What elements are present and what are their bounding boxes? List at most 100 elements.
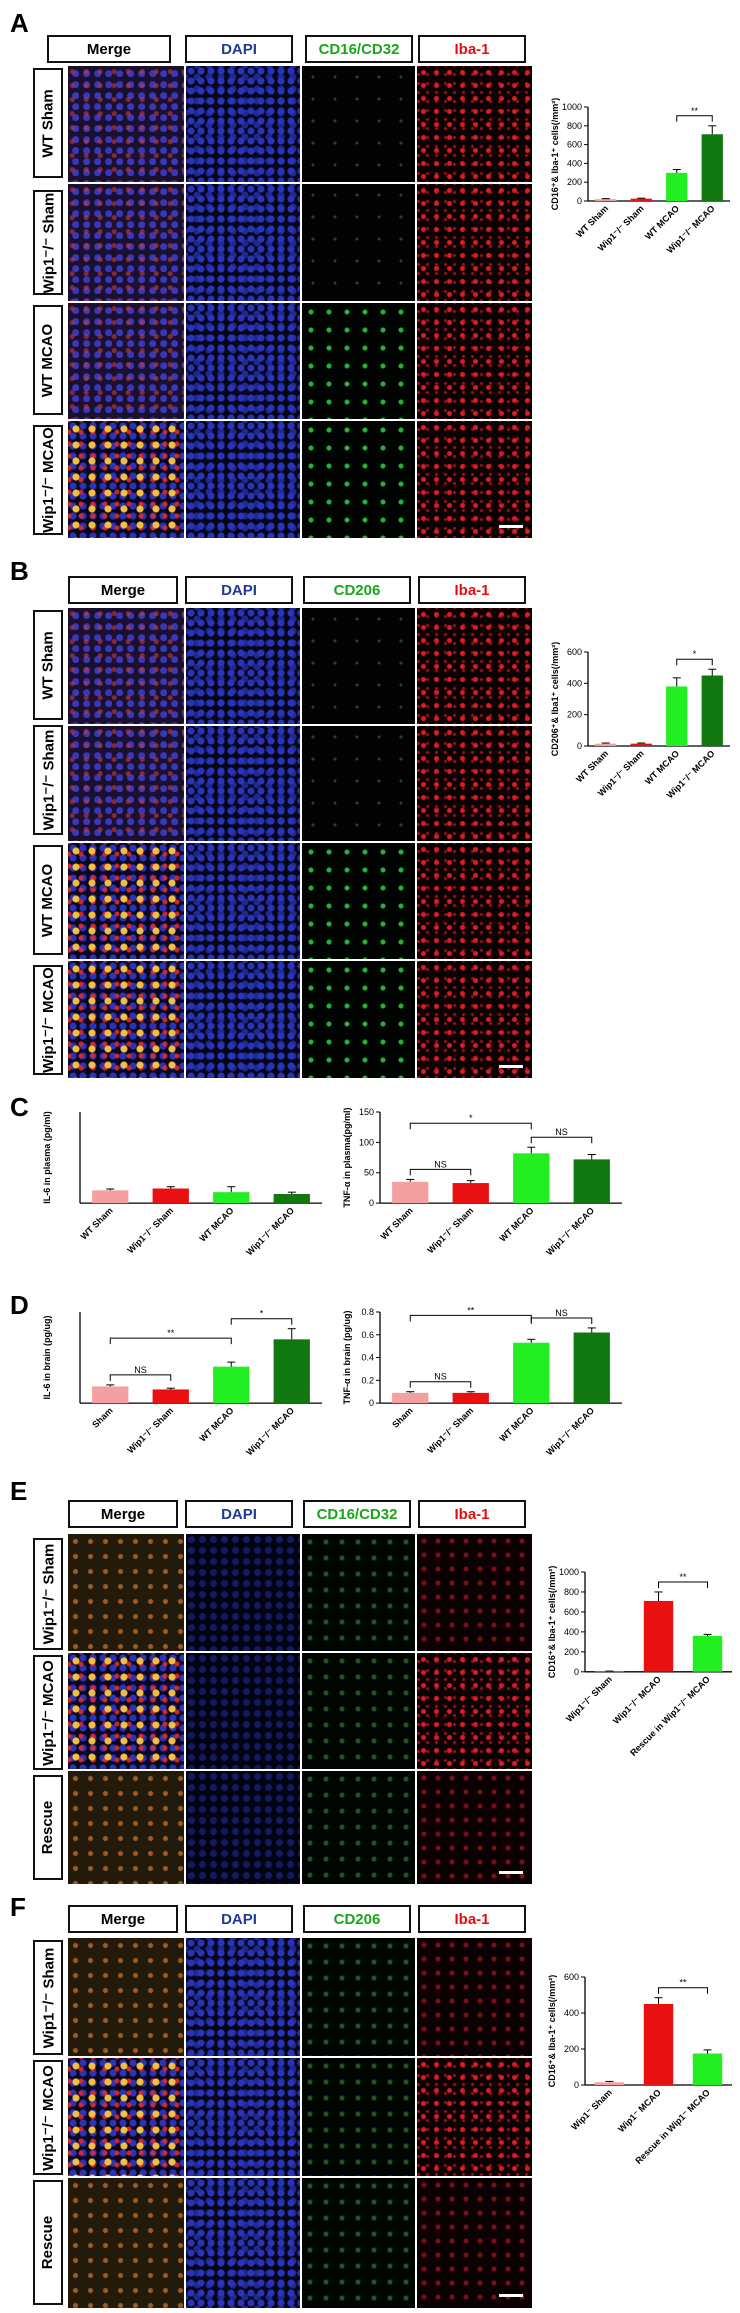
bar-chart-svg: 0 200 400 600 CD206⁺& Iba1⁺ cells(/mm²) WT Sh… xyxy=(550,642,730,800)
significance-label: ** xyxy=(679,1978,687,1988)
micrograph-merge xyxy=(68,421,184,538)
micrograph-green xyxy=(302,184,415,301)
header-cd16-cd32: CD16/CD32 xyxy=(305,35,413,63)
significance-label: ** xyxy=(167,1328,175,1338)
bar xyxy=(701,675,723,746)
y-tick-label: 800 xyxy=(567,121,582,131)
micrograph-merge xyxy=(68,2178,184,2308)
header-dapi: DAPI xyxy=(185,1500,293,1528)
micrograph-green xyxy=(302,421,415,538)
significance-bracket xyxy=(409,1381,472,1388)
micrograph-dapi xyxy=(186,66,300,182)
chart-b: 0 200 400 600 CD206⁺& Iba1⁺ cells(/mm²) WT Sh… xyxy=(538,630,738,830)
micrograph-red xyxy=(417,303,532,419)
micrograph-dapi xyxy=(186,961,300,1078)
chart-c1: IL-6 in plasma (pg/ml) WT Sham Wip1⁻/⁻ Sha… xyxy=(30,1090,330,1285)
bar xyxy=(152,1389,189,1404)
y-tick-label: 600 xyxy=(564,1972,579,1982)
micrograph-dapi xyxy=(186,1534,300,1651)
panel-b: B Merge DAPI CD206 Iba-1 WT Sham Wip1⁻/⁻… xyxy=(0,550,740,1090)
x-tick-label: Wip1⁻/⁻ Sham xyxy=(125,1205,175,1255)
y-axis-label: CD16⁺& Iba-1⁺ cells(/mm²) xyxy=(547,1975,557,2088)
row-label-wip1-sham: Wip1⁻/⁻ Sham xyxy=(33,725,63,835)
header-iba1: Iba-1 xyxy=(418,576,526,604)
bar-chart-svg: 0 200 400 600 CD16⁺& Iba-1⁺ cells(/mm²) Wip1⁻… xyxy=(547,1972,732,2166)
significance-label: NS xyxy=(434,1159,447,1169)
bar xyxy=(152,1188,189,1204)
micrograph-red xyxy=(417,961,532,1078)
x-tick-label: WT Sham xyxy=(574,203,610,239)
row-label-wt-mcao: WT MCAO xyxy=(33,305,63,415)
bar xyxy=(392,1392,429,1404)
micrograph-dapi xyxy=(186,303,300,419)
micrograph-green xyxy=(302,66,415,182)
bar xyxy=(392,1181,429,1204)
significance-bracket xyxy=(409,1168,472,1176)
y-tick-label: 0.4 xyxy=(361,1353,374,1363)
micrograph-merge xyxy=(68,961,184,1078)
row-label-wip1-mcao: Wip1⁻/⁻ MCAO xyxy=(33,1655,63,1770)
panel-a: A Merge DAPI CD16/CD32 Iba-1 WT Sham Wip… xyxy=(0,0,740,540)
x-tick-label: Sham xyxy=(90,1405,114,1429)
bar xyxy=(573,1332,610,1404)
y-tick-label: 0.6 xyxy=(361,1330,374,1340)
micrograph-green xyxy=(302,608,415,724)
micrograph-green xyxy=(302,2178,415,2308)
row-label-wip1-sham: Wip1⁻/⁻ Sham xyxy=(33,1538,63,1650)
micrograph-dapi xyxy=(186,184,300,301)
y-tick-label: 0 xyxy=(577,741,582,751)
panel-label-b: B xyxy=(10,556,29,586)
row-label-wip1-mcao: Wip1⁻/⁻ MCAO xyxy=(33,2060,63,2175)
bar xyxy=(213,1366,250,1404)
x-tick-label: Wip1⁻/⁻ MCAO xyxy=(544,1205,596,1257)
header-merge: Merge xyxy=(47,35,171,63)
y-tick-label: 0 xyxy=(577,196,582,206)
micrograph-merge xyxy=(68,66,184,182)
header-iba1: Iba-1 xyxy=(418,35,526,63)
x-tick-label: WT Sham xyxy=(379,1205,415,1241)
y-tick-label: 800 xyxy=(564,1587,579,1597)
y-tick-label: 600 xyxy=(567,140,582,150)
bar xyxy=(630,743,652,746)
bar xyxy=(513,1342,550,1404)
x-tick-label: WT Sham xyxy=(79,1205,115,1241)
micrograph-green xyxy=(302,961,415,1078)
header-iba1: Iba-1 xyxy=(418,1905,526,1933)
micrograph-merge xyxy=(68,726,184,841)
x-tick-label: Wip1⁻/⁻ Sham xyxy=(425,1405,475,1455)
bar xyxy=(595,199,617,201)
panel-label-c: C xyxy=(10,1092,29,1122)
header-iba1: Iba-1 xyxy=(418,1500,526,1528)
micrograph-dapi xyxy=(186,1771,300,1884)
bar xyxy=(273,1339,310,1404)
y-tick-label: 600 xyxy=(567,647,582,657)
scale-bar xyxy=(499,2294,523,2297)
micrograph-red xyxy=(417,726,532,841)
micrograph-red xyxy=(417,421,532,538)
bar xyxy=(573,1159,610,1204)
micrograph-red xyxy=(417,1534,532,1651)
micrograph-red xyxy=(417,1653,532,1769)
y-tick-label: 400 xyxy=(564,2008,579,2018)
bar-chart-svg: IL-6 in brain (pg/ug) Sham Wip1⁻/⁻ Sham WT … xyxy=(42,1309,322,1457)
y-axis-label: CD16⁺& Iba-1⁺ cells(/mm²) xyxy=(550,98,560,211)
row-label-wt-mcao: WT MCAO xyxy=(33,845,63,955)
x-tick-label: WT MCAO xyxy=(497,1205,535,1243)
x-tick-label: Wip1⁻/⁻ Sham xyxy=(125,1405,175,1455)
header-merge: Merge xyxy=(68,1905,178,1933)
y-tick-label: 600 xyxy=(564,1607,579,1617)
micrograph-green xyxy=(302,2058,415,2176)
micrograph-green xyxy=(302,726,415,841)
y-axis-label: IL-6 in plasma (pg/ml) xyxy=(42,1111,52,1204)
y-tick-label: 200 xyxy=(567,710,582,720)
significance-label: * xyxy=(260,1309,264,1319)
bar xyxy=(452,1392,489,1404)
significance-bracket xyxy=(409,1122,532,1130)
micrograph-merge xyxy=(68,1938,184,2056)
header-cd16-cd32: CD16/CD32 xyxy=(303,1500,411,1528)
x-tick-label: Wip1⁻ MCAO xyxy=(616,2087,663,2134)
x-tick-label: Wip1⁻/⁻ Sham xyxy=(564,1674,614,1724)
row-label-wt-sham: WT Sham xyxy=(33,610,63,720)
bar-chart-svg: 0 50 100 150 TNF-α in plasma(pg/ml) WT Sham Wi… xyxy=(342,1107,622,1257)
